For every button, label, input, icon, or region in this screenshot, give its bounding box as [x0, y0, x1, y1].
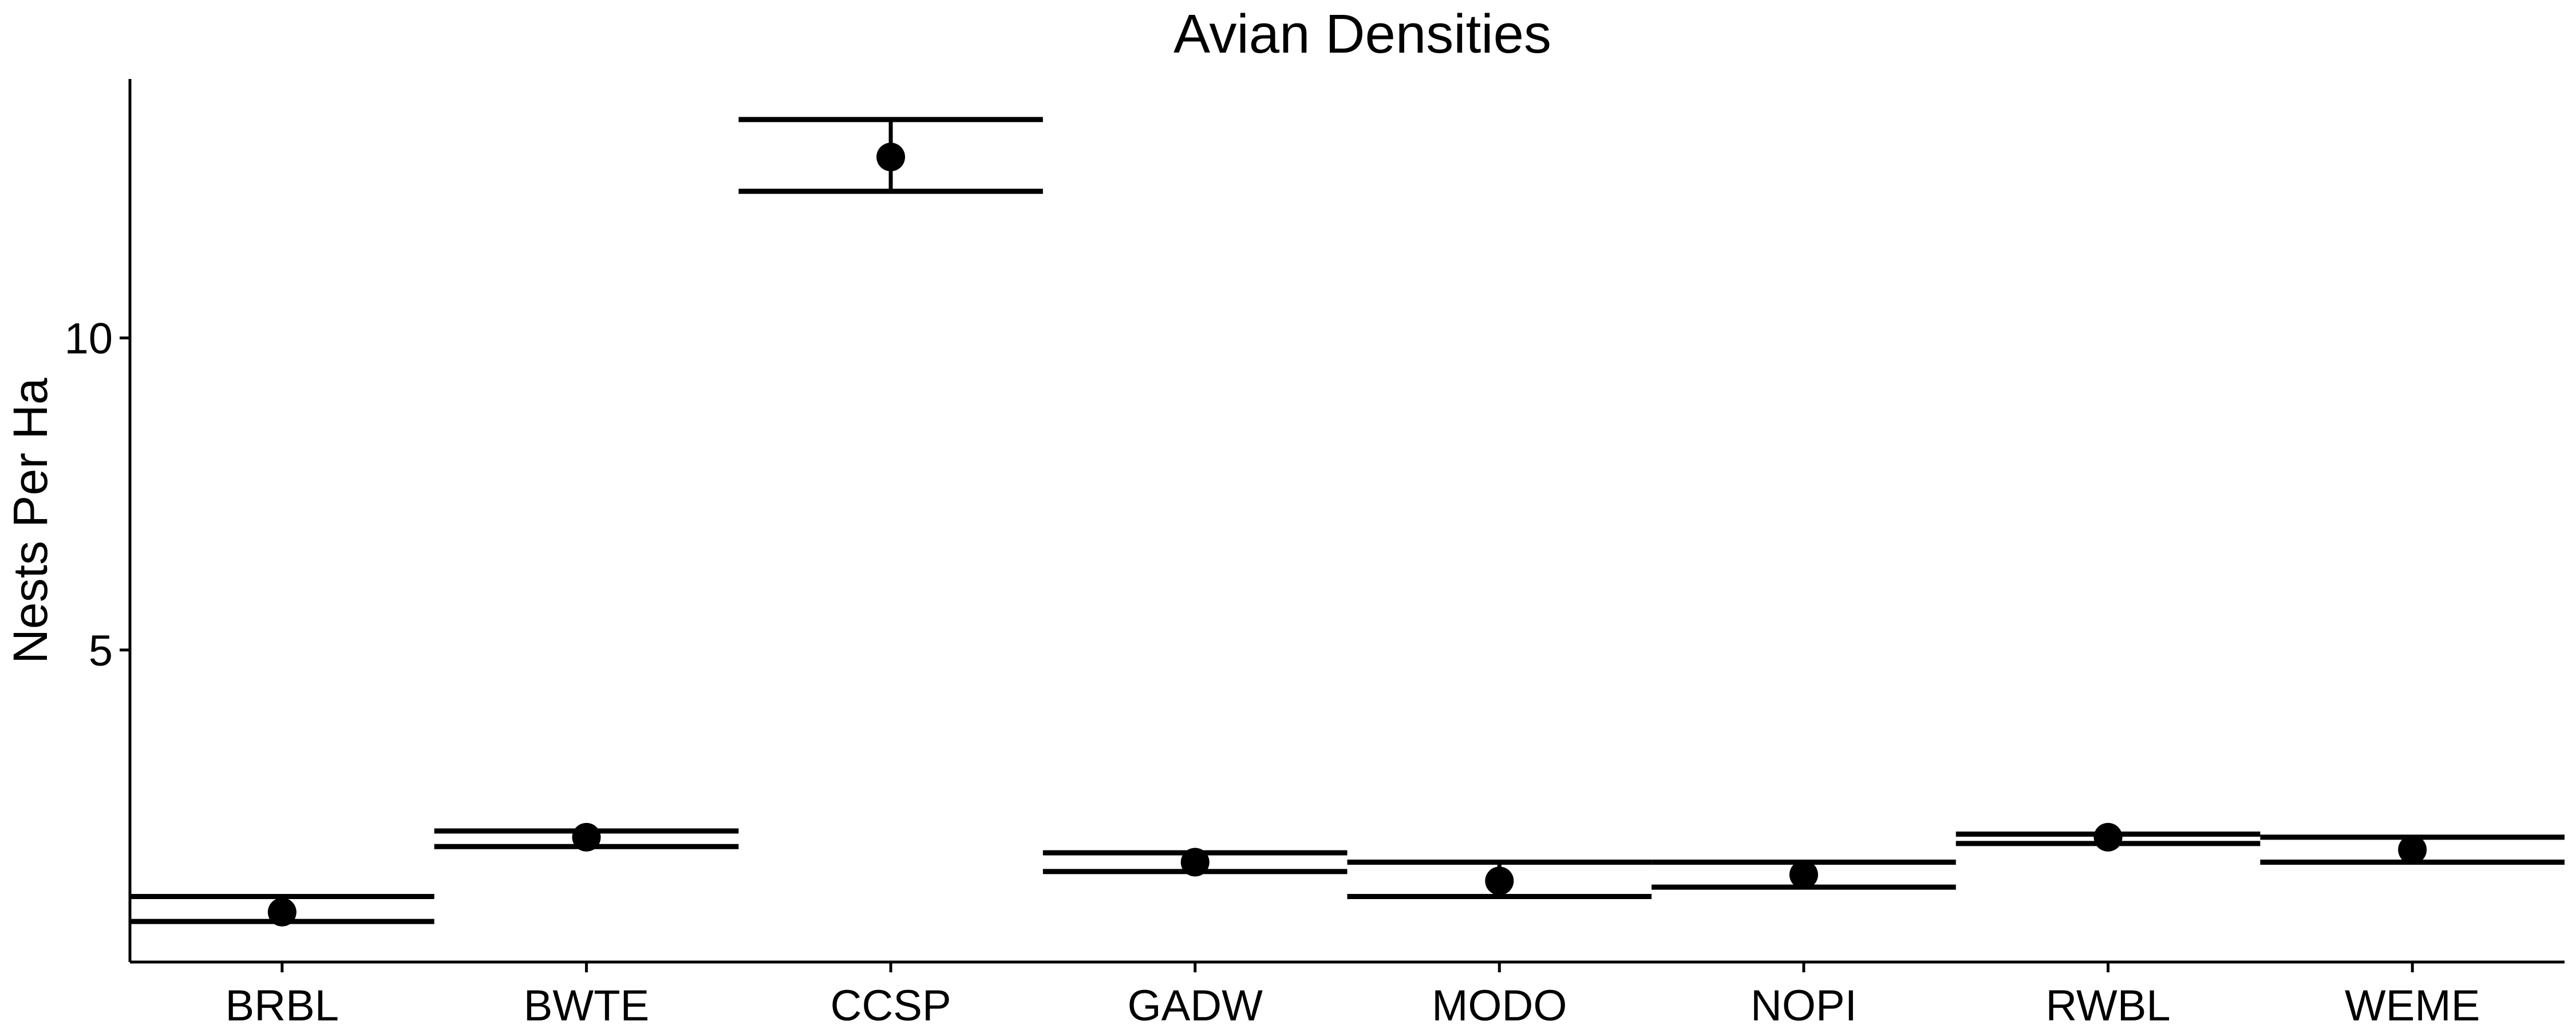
errorbar-group [1042, 848, 1348, 877]
x-tick-label: BRBL [226, 981, 339, 1030]
x-tick-label: GADW [1127, 981, 1263, 1030]
errorbar-group [1652, 860, 1956, 890]
y-axis-label: Nests Per Ha [3, 378, 57, 664]
estimate-point [2093, 822, 2123, 852]
estimate-point [572, 822, 601, 852]
errorbar-group [1955, 822, 2261, 852]
chart-marks [130, 117, 2565, 927]
y-tick-label: 5 [89, 627, 113, 675]
x-tick-label: WEME [2345, 981, 2480, 1030]
errorbar-group [1347, 860, 1652, 900]
x-tick-label: BWTE [524, 981, 650, 1030]
y-ticks: 5 10 [64, 315, 130, 675]
x-tick-label: MODO [1432, 981, 1567, 1030]
errorbar-group [2260, 834, 2565, 865]
estimate-point [1789, 860, 1818, 889]
estimate-point [1180, 848, 1210, 877]
y-tick-label: 10 [64, 315, 113, 363]
errorbar-group [130, 894, 434, 927]
x-tick-label: NOPI [1751, 981, 1857, 1030]
estimate-point [267, 897, 297, 927]
x-tick-label: RWBL [2045, 981, 2170, 1030]
estimate-point [876, 143, 906, 172]
chart-title: Avian Densities [1174, 3, 1551, 65]
estimate-point [1485, 866, 1514, 896]
errorbar-group [434, 822, 739, 852]
errorbar-group [738, 117, 1043, 194]
estimate-point [2398, 835, 2427, 864]
x-tick-label: CCSP [830, 981, 951, 1030]
x-ticks: BRBL BWTE CCSP GADW MODO NOPI RWBL WEME [226, 962, 2480, 1030]
